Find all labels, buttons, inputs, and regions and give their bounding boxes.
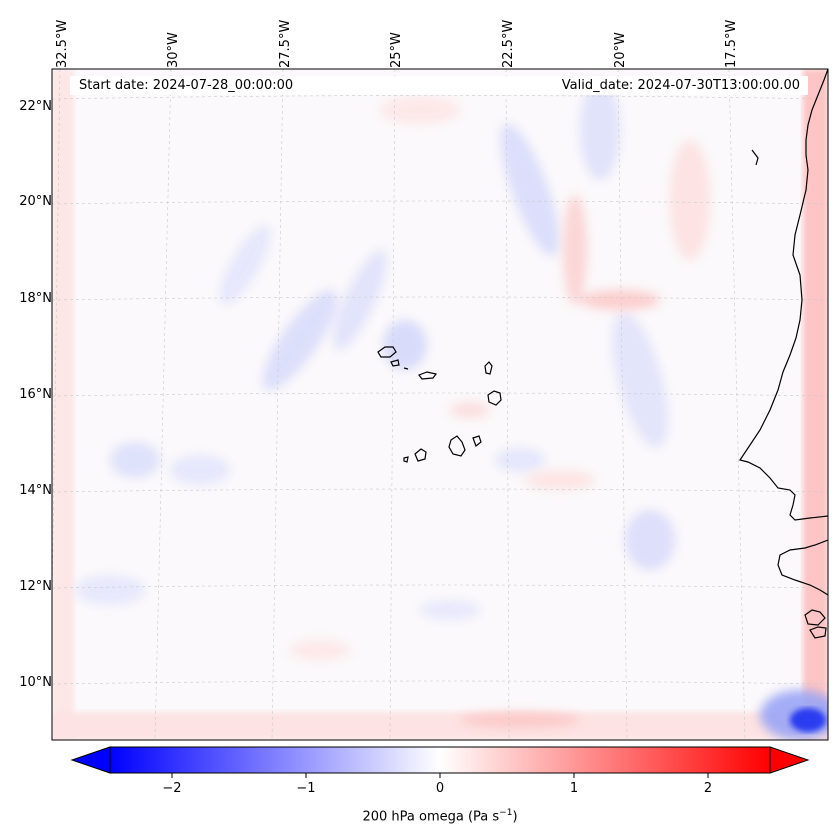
start-date-label: Start date: 2024-07-28_00:00:00 (79, 78, 294, 93)
lat-label-22n: 22°N (19, 99, 52, 114)
lat-label-10n: 10°N (19, 675, 52, 690)
colorbar-label: 200 hPa omega (Pa s−1) (362, 808, 518, 825)
colorbar (70, 746, 810, 778)
omega-field (52, 69, 828, 740)
lat-label-14n: 14°N (19, 483, 52, 498)
lat-label-18n: 18°N (19, 291, 52, 306)
colorbar-extend-low (70, 746, 111, 774)
colorbar-tick-label: −1 (296, 781, 316, 796)
lat-label-16n: 16°N (19, 387, 52, 402)
valid-date-label: Valid_date: 2024-07-30T13:00:00.00 (561, 78, 800, 93)
colorbar-extend-high (769, 746, 810, 774)
colorbar-tick-label: −2 (162, 781, 182, 796)
colorbar-tick-label: 2 (703, 781, 713, 796)
lat-label-12n: 12°N (19, 579, 52, 594)
cape-verde-islands (377, 346, 502, 463)
colorbar-tick-label: 0 (435, 781, 445, 796)
graticule (52, 69, 828, 740)
colorbar-tick-label: 1 (569, 781, 579, 796)
colorbar-ticks (171, 773, 709, 778)
map-frame (51, 68, 829, 741)
colorbar-gradient (109, 746, 771, 774)
header-box (70, 76, 808, 95)
lat-label-20n: 20°N (19, 194, 52, 209)
coastline (739, 69, 828, 639)
